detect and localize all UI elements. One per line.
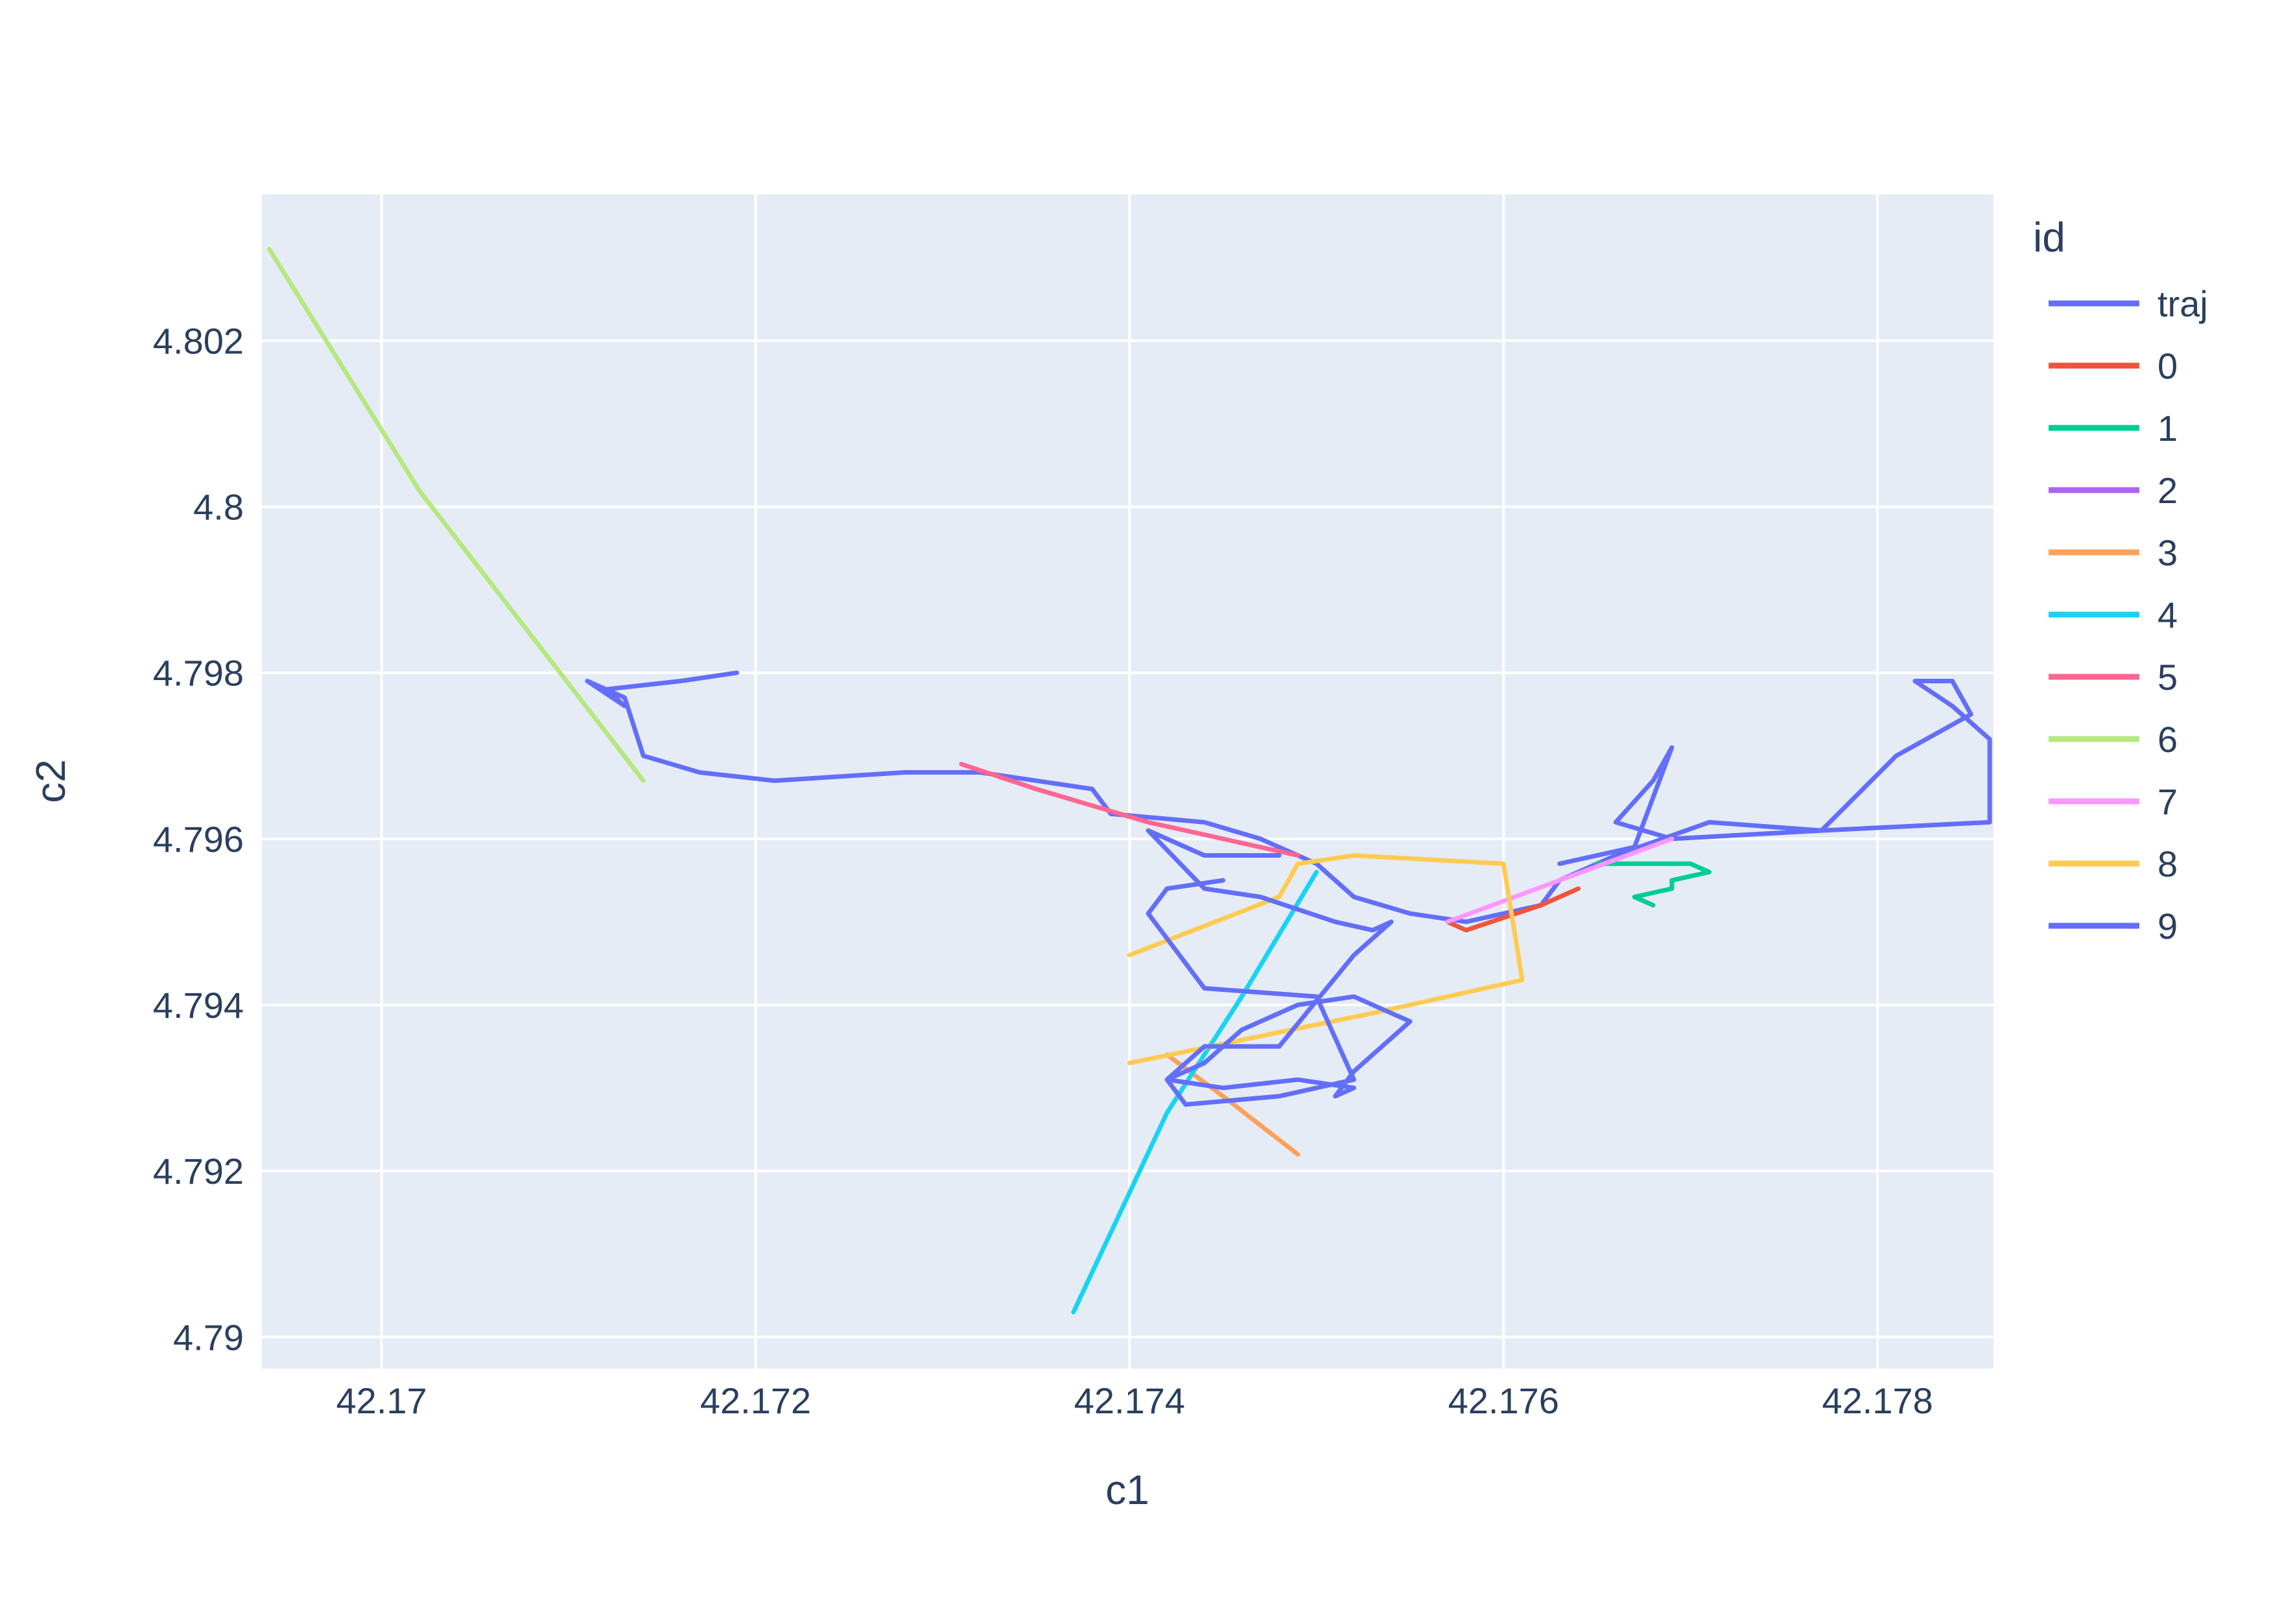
series-line-1 bbox=[1595, 861, 1712, 908]
y-tick-label: 4.79 bbox=[173, 1317, 244, 1358]
series-line-4 bbox=[1071, 869, 1319, 1315]
series-line-0 bbox=[1445, 886, 1581, 933]
x-tick-label: 42.178 bbox=[1822, 1380, 1933, 1421]
series-line-8 bbox=[1127, 853, 1525, 1066]
series-lines bbox=[267, 247, 1992, 1315]
y-tick-label: 4.792 bbox=[153, 1151, 244, 1192]
legend-label: 7 bbox=[2157, 781, 2178, 822]
plot-background bbox=[262, 194, 1993, 1369]
series-line-5 bbox=[959, 762, 1300, 858]
legend-label: 3 bbox=[2157, 532, 2178, 573]
legend-label: 0 bbox=[2157, 346, 2178, 386]
x-axis-ticks: 42.17 42.172 42.174 42.176 42.178 bbox=[336, 1380, 1933, 1421]
x-tick-label: 42.172 bbox=[700, 1380, 811, 1421]
x-tick-label: 42.174 bbox=[1074, 1380, 1185, 1421]
y-tick-label: 4.802 bbox=[153, 320, 244, 361]
series-line-3 bbox=[1164, 1052, 1300, 1157]
y-tick-label: 4.796 bbox=[153, 819, 244, 860]
legend-label: traj bbox=[2157, 283, 2208, 324]
y-axis-ticks: 4.79 4.792 4.794 4.796 4.798 4.8 4.802 bbox=[153, 320, 244, 1358]
legend-title: id bbox=[2033, 214, 2065, 261]
legend-label: 6 bbox=[2157, 719, 2178, 760]
legend-label: 2 bbox=[2157, 470, 2178, 511]
legend-label: 1 bbox=[2157, 408, 2178, 449]
legend-label: 9 bbox=[2157, 906, 2178, 947]
legend: id traj 0 1 2 3 4 5 6 7 8 9 bbox=[2033, 214, 2208, 947]
y-tick-label: 4.8 bbox=[193, 487, 244, 528]
legend-label: 4 bbox=[2157, 594, 2178, 635]
y-tick-label: 4.798 bbox=[153, 653, 244, 694]
series-line-traj bbox=[585, 670, 1992, 924]
gridlines bbox=[262, 194, 1993, 1369]
y-axis-label: c2 bbox=[27, 759, 74, 803]
series-line-9 bbox=[1146, 828, 1413, 1107]
y-tick-label: 4.794 bbox=[153, 985, 244, 1026]
x-tick-label: 42.176 bbox=[1448, 1380, 1559, 1421]
legend-label: 8 bbox=[2157, 843, 2178, 884]
series-line-7 bbox=[1445, 836, 1675, 924]
x-axis-label: c1 bbox=[1105, 1466, 1149, 1513]
series-line-6 bbox=[267, 247, 646, 783]
legend-label: 5 bbox=[2157, 657, 2178, 698]
x-tick-label: 42.17 bbox=[336, 1380, 427, 1421]
